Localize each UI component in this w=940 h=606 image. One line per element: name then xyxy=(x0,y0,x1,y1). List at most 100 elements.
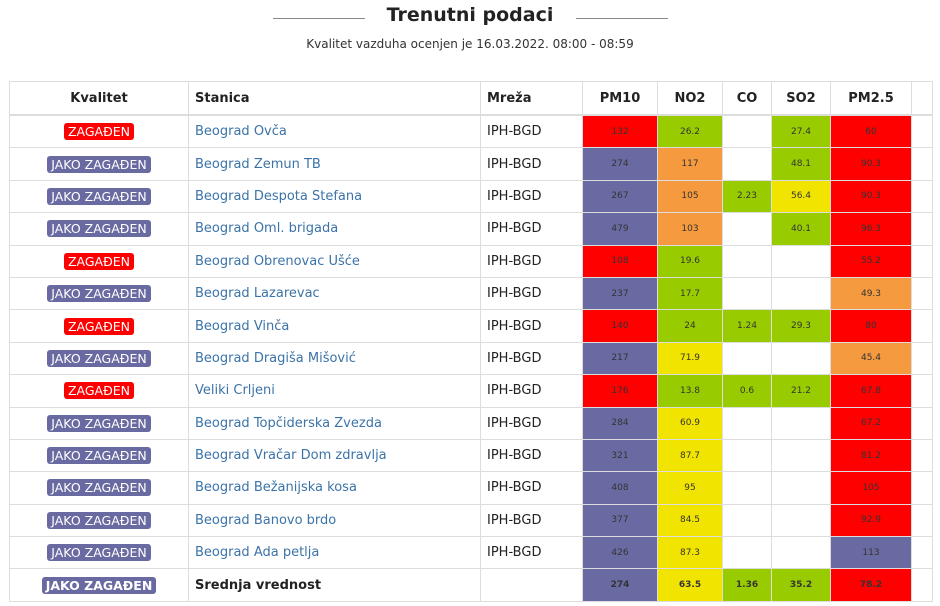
quality-badge: JAKO ZAGAĐEN xyxy=(47,414,151,432)
value-cell: 176 xyxy=(582,374,658,408)
value-cell: 284 xyxy=(582,406,658,440)
quality-badge: JAKO ZAGAĐEN xyxy=(47,187,151,205)
empty-cell xyxy=(911,503,933,538)
station-link[interactable]: Beograd Bežanijska kosa xyxy=(188,471,481,505)
value-cell: 267 xyxy=(582,179,658,214)
title-rule xyxy=(273,18,365,19)
quality-cell: JAKO ZAGAĐEN xyxy=(9,341,189,376)
station-link[interactable]: Beograd Obrenovac Ušće xyxy=(188,244,481,278)
station-link[interactable]: Beograd Vinča xyxy=(188,309,481,343)
title-rule xyxy=(576,18,668,19)
value-cell: 117 xyxy=(657,147,723,181)
network-cell: IPH-BGD xyxy=(480,309,583,343)
value-cell: 71.9 xyxy=(657,341,723,376)
column-header: PM2.5 xyxy=(830,81,912,116)
value-cell xyxy=(722,438,772,473)
quality-cell: ZAGAĐEN xyxy=(9,114,189,149)
table-row: ZAGAĐEN Beograd Vinča IPH-BGD 140 24 1.24 29.3… xyxy=(9,309,933,343)
empty-cell xyxy=(480,568,583,602)
column-header xyxy=(911,81,933,116)
value-cell: 408 xyxy=(582,471,658,505)
subtitle: Kvalitet vazduha ocenjen je 16.03.2022. … xyxy=(306,37,634,51)
value-cell: 479 xyxy=(582,212,658,246)
station-link[interactable]: Beograd Oml. brigada xyxy=(188,212,481,246)
quality-badge: JAKO ZAGAĐEN xyxy=(47,349,151,367)
quality-badge: JAKO ZAGAĐEN xyxy=(47,285,151,303)
value-cell: 90.3 xyxy=(830,147,912,181)
table-row: ZAGAĐEN Beograd Obrenovac Ušće IPH-BGD 108 1… xyxy=(9,244,933,278)
value-cell: 55.2 xyxy=(830,244,912,278)
quality-badge: ZAGAĐEN xyxy=(63,382,135,400)
value-cell: 321 xyxy=(582,438,658,473)
quality-badge: JAKO ZAGAĐEN xyxy=(41,576,157,594)
value-cell: 103 xyxy=(657,212,723,246)
value-cell: 21.2 xyxy=(771,374,831,408)
empty-cell xyxy=(911,114,933,149)
quality-badge: ZAGAĐEN xyxy=(63,123,135,141)
station-link[interactable]: Beograd Vračar Dom zdravlja xyxy=(188,438,481,473)
value-cell: 67.8 xyxy=(830,374,912,408)
quality-badge: JAKO ZAGAĐEN xyxy=(47,544,151,562)
table-row: ZAGAĐEN Beograd Ovča IPH-BGD 132 26.2 27.4 60 xyxy=(9,114,933,149)
value-cell xyxy=(722,212,772,246)
footer-row: JAKO ZAGAĐEN Srednja vrednost 274 63.5 1.36 3… xyxy=(9,568,933,602)
value-cell: 2.23 xyxy=(722,179,772,214)
value-cell: 78.2 xyxy=(830,568,912,602)
quality-cell: ZAGAĐEN xyxy=(9,309,189,343)
quality-badge: JAKO ZAGAĐEN xyxy=(47,155,151,173)
quality-cell: JAKO ZAGAĐEN xyxy=(9,568,189,602)
quality-cell: ZAGAĐEN xyxy=(9,374,189,408)
quality-cell: JAKO ZAGAĐEN xyxy=(9,438,189,473)
value-cell xyxy=(722,406,772,440)
value-cell: 140 xyxy=(582,309,658,343)
column-header: PM10 xyxy=(582,81,658,116)
station-link[interactable]: Beograd Ada petlja xyxy=(188,536,481,570)
title-text: Trenutni podaci xyxy=(386,4,554,26)
value-cell: 60.9 xyxy=(657,406,723,440)
value-cell: 132 xyxy=(582,114,658,149)
station-link[interactable]: Beograd Zemun TB xyxy=(188,147,481,181)
value-cell xyxy=(722,503,772,538)
quality-cell: ZAGAĐEN xyxy=(9,244,189,278)
value-cell: 67.2 xyxy=(830,406,912,440)
empty-cell xyxy=(911,276,933,311)
value-cell: 426 xyxy=(582,536,658,570)
quality-cell: JAKO ZAGAĐEN xyxy=(9,179,189,214)
station-link[interactable]: Beograd Ovča xyxy=(188,114,481,149)
station-link[interactable]: Beograd Dragiša Mišović xyxy=(188,341,481,376)
network-cell: IPH-BGD xyxy=(480,179,583,214)
value-cell: 92.9 xyxy=(830,503,912,538)
quality-cell: JAKO ZAGAĐEN xyxy=(9,212,189,246)
value-cell: 60 xyxy=(830,114,912,149)
value-cell: 24 xyxy=(657,309,723,343)
table-body: ZAGAĐEN Beograd Ovča IPH-BGD 132 26.2 27.4 60 J… xyxy=(9,114,933,602)
quality-badge: JAKO ZAGAĐEN xyxy=(47,479,151,497)
value-cell xyxy=(722,471,772,505)
table-row: JAKO ZAGAĐEN Beograd Oml. brigada IPH-BGD 4… xyxy=(9,212,933,246)
network-cell: IPH-BGD xyxy=(480,438,583,473)
value-cell: 45.4 xyxy=(830,341,912,376)
station-link[interactable]: Veliki Crljeni xyxy=(188,374,481,408)
value-cell: 90.3 xyxy=(830,179,912,214)
quality-badge: JAKO ZAGAĐEN xyxy=(47,511,151,529)
empty-cell xyxy=(911,212,933,246)
value-cell: 56.4 xyxy=(771,179,831,214)
table-row: JAKO ZAGAĐEN Beograd Topčiderska Zvezda IP… xyxy=(9,406,933,440)
empty-cell xyxy=(911,406,933,440)
empty-cell xyxy=(911,568,933,602)
value-cell xyxy=(771,276,831,311)
page-title: Trenutni podaci xyxy=(0,4,940,26)
value-cell xyxy=(771,438,831,473)
network-cell: IPH-BGD xyxy=(480,374,583,408)
station-link[interactable]: Beograd Despota Stefana xyxy=(188,179,481,214)
empty-cell xyxy=(911,244,933,278)
quality-badge: ZAGAĐEN xyxy=(63,252,135,270)
value-cell: 26.2 xyxy=(657,114,723,149)
station-link[interactable]: Beograd Lazarevac xyxy=(188,276,481,311)
station-link[interactable]: Beograd Banovo brdo xyxy=(188,503,481,538)
empty-cell xyxy=(911,341,933,376)
station-link[interactable]: Beograd Topčiderska Zvezda xyxy=(188,406,481,440)
value-cell: 87.7 xyxy=(657,438,723,473)
table-row: ZAGAĐEN Veliki Crljeni IPH-BGD 176 13.8 0.6 21… xyxy=(9,374,933,408)
